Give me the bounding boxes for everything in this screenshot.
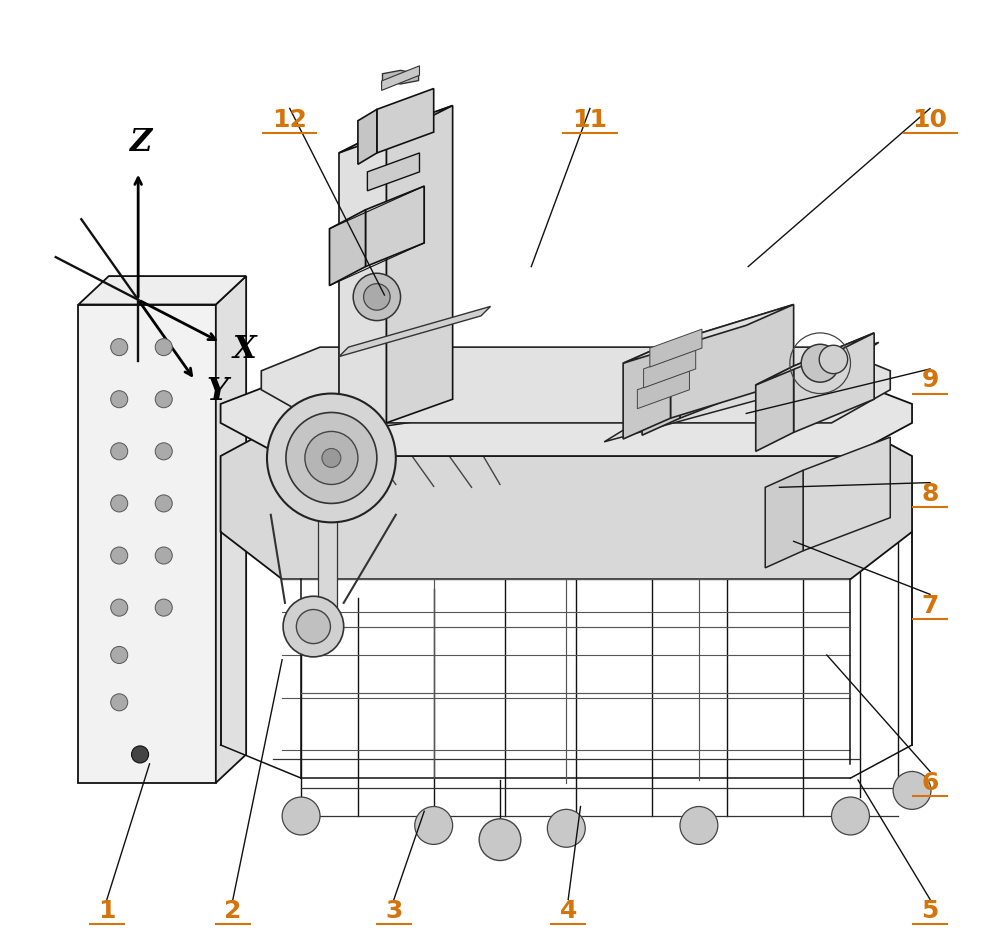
Circle shape [282, 797, 320, 835]
Circle shape [132, 746, 149, 763]
Polygon shape [221, 423, 912, 580]
Polygon shape [339, 307, 491, 356]
Polygon shape [330, 210, 365, 286]
Polygon shape [318, 518, 337, 618]
Circle shape [353, 274, 401, 320]
Polygon shape [669, 391, 691, 407]
Polygon shape [670, 305, 794, 418]
Polygon shape [574, 391, 597, 407]
Circle shape [111, 495, 128, 512]
Text: 4: 4 [560, 899, 577, 922]
Polygon shape [367, 153, 419, 191]
Circle shape [155, 599, 172, 617]
Circle shape [801, 344, 839, 382]
Polygon shape [384, 391, 407, 407]
Text: 7: 7 [921, 594, 939, 618]
Circle shape [155, 443, 172, 460]
Polygon shape [637, 370, 689, 408]
Circle shape [111, 338, 128, 355]
Polygon shape [680, 342, 765, 418]
Polygon shape [642, 375, 680, 435]
Polygon shape [221, 380, 912, 456]
Text: 1: 1 [98, 899, 116, 922]
Polygon shape [365, 186, 424, 267]
Circle shape [111, 694, 128, 711]
Circle shape [111, 599, 128, 617]
Polygon shape [803, 437, 890, 551]
Polygon shape [339, 129, 386, 446]
Circle shape [111, 443, 128, 460]
Text: 5: 5 [921, 899, 939, 922]
Polygon shape [623, 305, 794, 363]
Circle shape [296, 610, 330, 643]
Circle shape [283, 597, 344, 656]
Polygon shape [382, 70, 419, 84]
Text: 8: 8 [921, 482, 939, 506]
Text: 9: 9 [921, 369, 939, 392]
Polygon shape [290, 391, 312, 407]
Polygon shape [765, 470, 803, 568]
Polygon shape [756, 332, 874, 385]
Circle shape [111, 646, 128, 663]
Circle shape [322, 448, 341, 467]
Polygon shape [78, 276, 246, 305]
Circle shape [155, 338, 172, 355]
Polygon shape [216, 276, 246, 783]
Polygon shape [623, 342, 670, 439]
Text: 11: 11 [572, 107, 607, 132]
Polygon shape [358, 109, 377, 164]
Circle shape [893, 771, 931, 809]
Polygon shape [794, 332, 874, 432]
Text: Y: Y [206, 376, 228, 408]
Polygon shape [650, 329, 702, 367]
Circle shape [415, 807, 453, 845]
Circle shape [547, 809, 585, 847]
Polygon shape [311, 394, 481, 437]
Polygon shape [763, 391, 786, 407]
Circle shape [819, 345, 848, 373]
Circle shape [155, 390, 172, 408]
Circle shape [832, 797, 869, 835]
Polygon shape [382, 66, 419, 90]
Circle shape [364, 284, 390, 311]
Text: X: X [233, 334, 257, 366]
Text: 12: 12 [272, 107, 307, 132]
Polygon shape [479, 391, 502, 407]
Circle shape [286, 412, 377, 504]
Text: Z: Z [129, 126, 151, 158]
Polygon shape [377, 88, 434, 153]
Polygon shape [756, 366, 794, 451]
Polygon shape [339, 105, 453, 153]
Text: 6: 6 [921, 770, 939, 795]
Circle shape [305, 431, 358, 484]
Polygon shape [261, 347, 890, 423]
Circle shape [111, 547, 128, 564]
Circle shape [267, 393, 396, 522]
Text: 10: 10 [913, 107, 948, 132]
Polygon shape [644, 350, 696, 388]
Circle shape [479, 819, 521, 861]
Polygon shape [604, 342, 879, 442]
Circle shape [155, 495, 172, 512]
Polygon shape [386, 105, 453, 423]
Circle shape [111, 390, 128, 408]
Circle shape [680, 807, 718, 845]
Polygon shape [830, 391, 852, 407]
Polygon shape [78, 305, 216, 783]
Circle shape [155, 547, 172, 564]
Text: 3: 3 [385, 899, 403, 922]
Text: 2: 2 [224, 899, 242, 922]
